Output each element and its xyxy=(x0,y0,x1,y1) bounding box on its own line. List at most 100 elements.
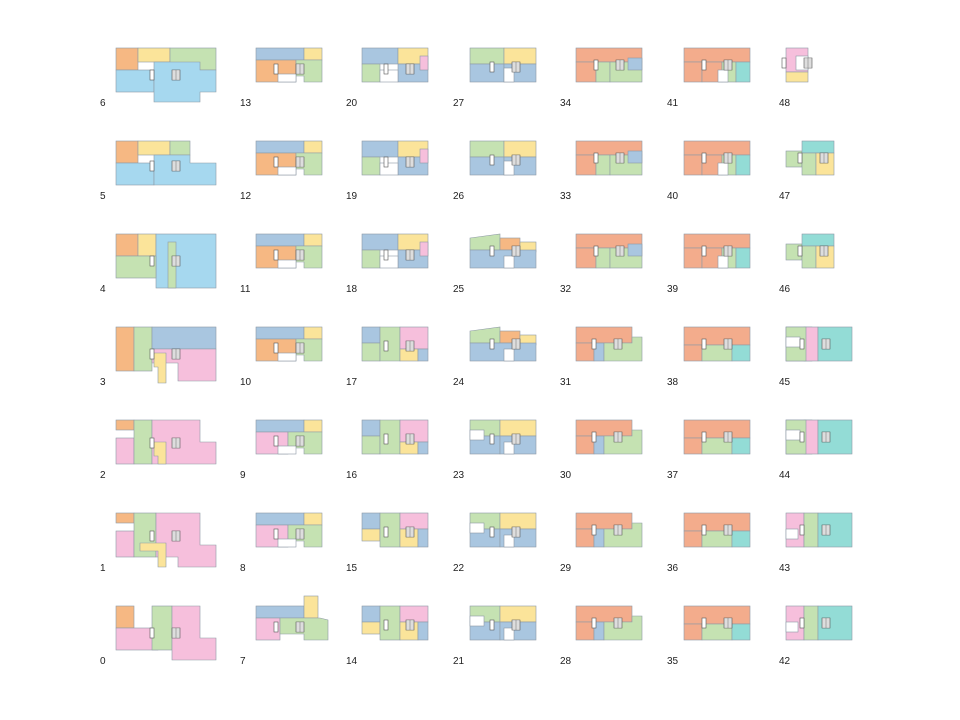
room xyxy=(153,154,217,186)
floor-label: 40 xyxy=(667,191,679,202)
room xyxy=(469,47,505,65)
floor-plan xyxy=(115,47,217,103)
room xyxy=(785,71,809,83)
room xyxy=(115,530,135,558)
room xyxy=(575,621,595,641)
floor-label: 17 xyxy=(346,377,358,388)
floor-label: 12 xyxy=(240,191,252,202)
room xyxy=(379,326,401,362)
room xyxy=(469,156,505,176)
room xyxy=(801,152,817,176)
room xyxy=(361,512,381,530)
room xyxy=(499,512,537,530)
floor-label: 2 xyxy=(100,470,106,481)
stair-core-icon xyxy=(383,433,415,445)
stair-core-icon xyxy=(701,59,733,71)
stair-core-icon xyxy=(383,526,415,538)
floor-label: 21 xyxy=(453,656,465,667)
floor-plan xyxy=(361,326,429,362)
floor-label: 28 xyxy=(560,656,572,667)
void xyxy=(277,538,297,548)
room xyxy=(361,435,381,455)
room xyxy=(115,233,139,257)
stair-core-icon xyxy=(149,69,181,81)
floor-plan xyxy=(683,326,751,362)
stair-core-icon xyxy=(797,152,829,164)
floor-plan xyxy=(115,512,217,568)
stair-core-icon xyxy=(149,348,181,360)
room xyxy=(151,605,173,651)
void xyxy=(785,528,799,540)
floor-label: 15 xyxy=(346,563,358,574)
void xyxy=(503,441,515,455)
floor-label: 24 xyxy=(453,377,465,388)
floor-label: 35 xyxy=(667,656,679,667)
room xyxy=(169,140,191,156)
stair-core-icon xyxy=(701,152,733,164)
void xyxy=(277,166,297,176)
room xyxy=(361,326,381,344)
stair-core-icon xyxy=(701,245,733,257)
room xyxy=(801,245,817,269)
room xyxy=(137,140,171,156)
floor-label: 31 xyxy=(560,377,572,388)
floor-label: 33 xyxy=(560,191,572,202)
stair-core-icon xyxy=(383,249,415,261)
room xyxy=(469,140,505,158)
room xyxy=(417,528,429,548)
void xyxy=(379,69,399,83)
floor-plan xyxy=(785,326,853,362)
stair-core-icon xyxy=(489,526,521,538)
stair-core-icon xyxy=(489,245,521,257)
stair-core-icon xyxy=(383,63,415,75)
room xyxy=(115,419,135,431)
room xyxy=(603,615,643,641)
room xyxy=(803,605,819,641)
stair-core-icon xyxy=(273,249,305,261)
room xyxy=(255,47,305,61)
room xyxy=(255,233,305,247)
room xyxy=(303,419,323,433)
floor-plan xyxy=(781,47,813,83)
room xyxy=(379,512,401,548)
floor-label: 41 xyxy=(667,98,679,109)
floor-plan xyxy=(575,47,643,83)
room xyxy=(303,326,323,340)
void xyxy=(503,534,515,548)
room xyxy=(575,435,595,455)
room xyxy=(361,419,381,437)
floor-label: 11 xyxy=(240,284,251,295)
room xyxy=(735,247,751,269)
room xyxy=(499,419,537,437)
room xyxy=(683,247,703,269)
floor-label: 37 xyxy=(667,470,679,481)
stair-core-icon xyxy=(799,431,831,443)
room xyxy=(255,326,305,340)
floor-label: 26 xyxy=(453,191,465,202)
room xyxy=(575,605,633,623)
stair-core-icon xyxy=(489,619,521,631)
room xyxy=(115,69,155,93)
void xyxy=(785,621,799,633)
room xyxy=(683,419,751,439)
room xyxy=(575,419,633,437)
void xyxy=(503,627,515,641)
floor-plan xyxy=(361,47,429,83)
room xyxy=(303,233,323,247)
floor-plan xyxy=(575,419,643,455)
floor-label: 16 xyxy=(346,470,358,481)
room xyxy=(803,512,819,548)
room xyxy=(603,429,643,455)
floor-label: 39 xyxy=(667,284,679,295)
room xyxy=(503,47,537,65)
room xyxy=(115,326,135,372)
floor-plan xyxy=(255,595,329,641)
void xyxy=(717,162,729,176)
stair-core-icon xyxy=(489,338,521,350)
floor-plan xyxy=(361,512,429,548)
room xyxy=(469,233,501,251)
room xyxy=(575,342,595,362)
room xyxy=(683,61,703,83)
room xyxy=(683,530,703,548)
